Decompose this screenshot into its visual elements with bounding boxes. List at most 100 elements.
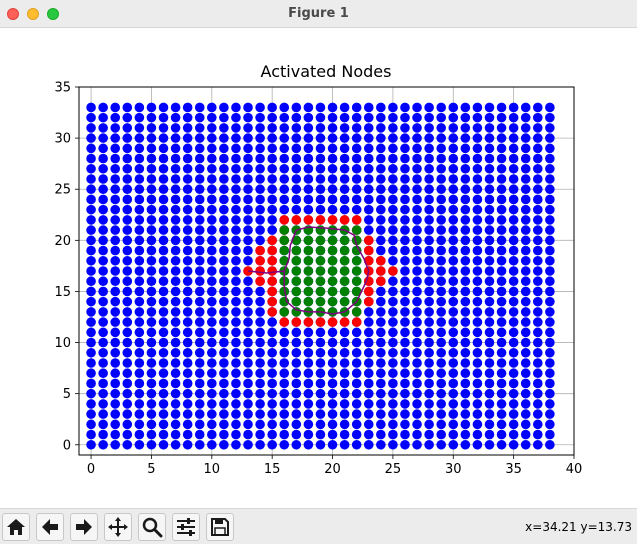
boundary-node-point <box>267 266 277 276</box>
node-point <box>448 184 459 195</box>
node-point <box>327 429 338 440</box>
node-point <box>255 102 265 113</box>
node-point <box>376 174 386 184</box>
node-point <box>267 419 277 430</box>
minimize-window-button[interactable] <box>27 8 39 20</box>
node-point <box>484 399 495 409</box>
node-point <box>388 286 398 297</box>
node-point <box>545 439 555 450</box>
boundary-node-point <box>267 276 277 287</box>
node-point <box>219 204 229 215</box>
node-point <box>400 245 410 256</box>
node-point <box>134 388 145 399</box>
node-point <box>243 378 253 389</box>
node-point <box>545 399 555 409</box>
node-point <box>496 358 507 368</box>
node-point <box>424 276 434 287</box>
node-point <box>291 194 302 205</box>
node-point <box>424 235 434 246</box>
node-point <box>327 143 338 154</box>
node-point <box>472 163 483 174</box>
node-point <box>448 133 459 143</box>
node-point <box>351 429 362 440</box>
node-point <box>448 102 459 113</box>
pan-button[interactable] <box>104 513 132 541</box>
node-point <box>146 255 157 266</box>
node-point <box>339 368 350 379</box>
node-point <box>520 215 531 225</box>
maximize-window-button[interactable] <box>47 8 59 20</box>
node-point <box>194 153 205 164</box>
configure-subplots-button[interactable] <box>172 513 200 541</box>
node-point <box>363 399 374 409</box>
node-point <box>219 429 229 440</box>
activated-node-point <box>303 296 314 307</box>
node-point <box>158 347 169 358</box>
node-point <box>508 204 519 215</box>
forward-button[interactable] <box>70 513 98 541</box>
node-point <box>170 296 181 307</box>
back-button[interactable] <box>36 513 64 541</box>
node-point <box>448 399 459 409</box>
node-point <box>436 388 446 399</box>
node-point <box>327 163 338 174</box>
node-point <box>400 439 410 450</box>
node-point <box>351 327 362 338</box>
node-point <box>436 143 446 154</box>
figure-canvas[interactable]: Activated Nodes 0 5 10 15 20 25 30 35 40 0 5 10 15 20… <box>0 28 637 508</box>
node-point <box>158 204 169 215</box>
magnifier-icon <box>142 517 163 538</box>
boundary-node-point <box>255 255 265 266</box>
node-point <box>303 153 314 164</box>
node-point <box>532 215 543 225</box>
save-button[interactable] <box>206 513 234 541</box>
node-point <box>267 317 277 327</box>
zoom-button[interactable] <box>138 513 166 541</box>
node-point <box>436 235 446 246</box>
activated-node-point <box>279 235 290 246</box>
node-point <box>472 419 483 430</box>
node-point <box>327 368 338 379</box>
close-window-button[interactable] <box>7 8 19 20</box>
node-point <box>424 368 434 379</box>
node-point <box>98 409 108 419</box>
activated-node-point <box>327 296 338 307</box>
node-point <box>170 358 181 368</box>
node-point <box>267 133 277 143</box>
node-point <box>400 388 410 399</box>
node-point <box>327 112 338 123</box>
activated-node-point <box>303 235 314 246</box>
node-point <box>484 317 495 327</box>
node-point <box>400 327 410 338</box>
node-point <box>400 266 410 276</box>
node-point <box>508 358 519 368</box>
node-point <box>484 204 495 215</box>
node-point <box>472 174 483 184</box>
node-point <box>508 184 519 195</box>
node-point <box>460 184 471 195</box>
node-point <box>243 347 253 358</box>
home-button[interactable] <box>2 513 30 541</box>
node-point <box>86 276 96 287</box>
node-point <box>412 409 422 419</box>
node-point <box>388 399 398 409</box>
node-point <box>412 153 422 164</box>
activated-node-point <box>291 296 302 307</box>
node-point <box>460 225 471 235</box>
node-point <box>86 143 96 154</box>
node-point <box>243 337 253 348</box>
node-point <box>472 439 483 450</box>
node-point <box>122 429 133 440</box>
node-point <box>219 245 229 256</box>
node-point <box>110 358 121 368</box>
node-point <box>146 388 157 399</box>
node-point <box>110 255 121 266</box>
node-point <box>327 409 338 419</box>
boundary-node-point <box>291 317 302 327</box>
node-point <box>424 102 434 113</box>
node-point <box>134 347 145 358</box>
node-point <box>207 317 217 327</box>
node-point <box>291 112 302 123</box>
node-point <box>158 143 169 154</box>
node-point <box>122 399 133 409</box>
